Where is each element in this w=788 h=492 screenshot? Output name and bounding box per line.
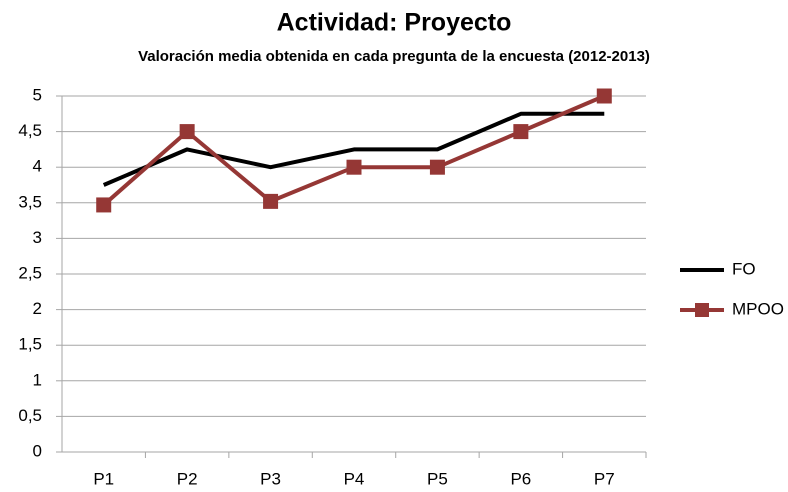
x-tick-label: P5 — [427, 469, 448, 488]
marker — [96, 197, 112, 213]
x-tick-label: P4 — [344, 469, 365, 488]
y-tick-label: 5 — [33, 85, 42, 104]
y-tick-label: 1,5 — [18, 335, 42, 354]
y-tick-label: 1 — [33, 370, 42, 389]
marker — [346, 159, 362, 175]
marker — [513, 124, 529, 140]
legend-label: FO — [732, 259, 756, 278]
legend-marker — [695, 303, 709, 317]
x-tick-label: P2 — [177, 469, 198, 488]
y-tick-label: 4 — [33, 157, 42, 176]
y-tick-label: 2,5 — [18, 263, 42, 282]
legend-label: MPOO — [732, 299, 784, 318]
chart-subtitle: Valoración media obtenida en cada pregun… — [138, 48, 650, 65]
y-tick-label: 0,5 — [18, 406, 42, 425]
y-tick-label: 2 — [33, 299, 42, 318]
y-tick-label: 4,5 — [18, 121, 42, 140]
x-tick-label: P3 — [260, 469, 281, 488]
marker — [179, 124, 195, 140]
marker — [596, 88, 612, 104]
chart-title: Actividad: Proyecto — [277, 9, 512, 37]
series-line — [102, 111, 605, 187]
x-tick-label: P1 — [93, 469, 114, 488]
marker — [263, 193, 279, 209]
marker — [429, 159, 445, 175]
x-tick-label: P6 — [510, 469, 531, 488]
y-tick-label: 3 — [33, 228, 42, 247]
x-tick-label: P7 — [594, 469, 615, 488]
y-tick-label: 0 — [33, 441, 42, 460]
y-tick-label: 3,5 — [18, 192, 42, 211]
